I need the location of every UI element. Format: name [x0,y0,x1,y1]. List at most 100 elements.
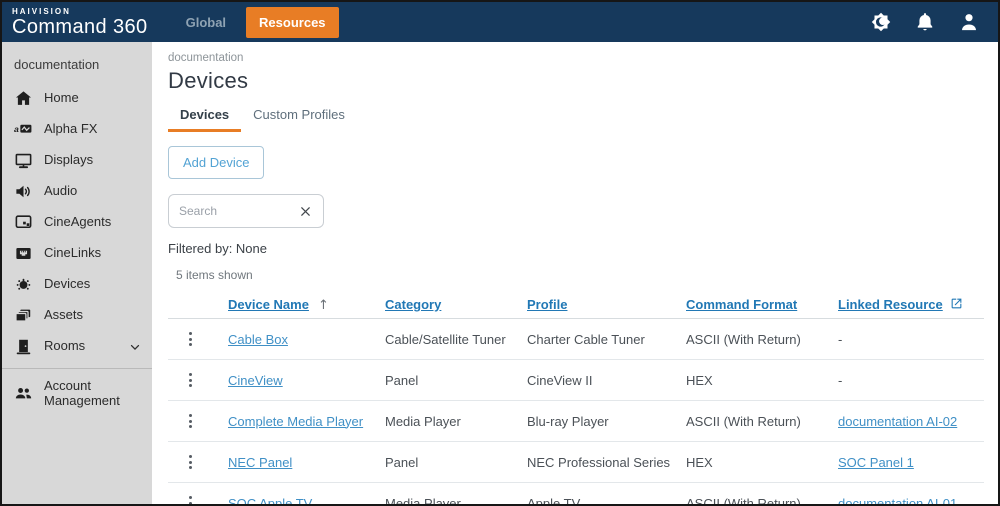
sort-ascending-icon: ↑ [317,297,329,313]
sort-command-format-link[interactable]: Command Format [686,297,798,312]
sidebar-item-account-management[interactable]: Account Management [2,374,152,414]
linked-resource-cell: - [838,372,843,388]
items-shown-label: 5 items shown [176,268,253,282]
profile-cell: Charter Cable Tuner [527,331,645,347]
sidebar-item-home[interactable]: Home [2,83,152,114]
row-menu-kebab-icon[interactable] [183,492,198,504]
sidebar-item-label: Home [44,90,79,106]
category-cell: Panel [385,372,419,388]
profile-cell: CineView II [527,372,593,388]
device-name-link[interactable]: Complete Media Player [228,413,364,429]
linked-resource-link[interactable]: SOC Panel 1 [838,454,914,470]
command-format-cell: HEX [686,372,713,388]
devices-table: Device Name ↑ Category Profile Command Fo… [168,291,984,504]
alpha-fx-icon: a [14,120,33,139]
devices-icon [14,275,33,294]
table-header-row: Device Name ↑ Category Profile Command Fo… [168,291,984,319]
linked-resource-link[interactable]: documentation AI-01 [838,495,958,505]
sidebar-item-cinelinks[interactable]: CineLinks [2,238,152,269]
profile-cell: Apple TV [527,495,581,505]
add-device-button[interactable]: Add Device [168,146,265,179]
device-name-link[interactable]: Cable Box [228,331,288,347]
top-bar: HAIVISION Command 360 Global Resources [2,2,998,42]
sort-linked-resource-link[interactable]: Linked Resource [838,297,943,312]
brand-name: HAIVISION [12,6,71,16]
sidebar-site-title: documentation [14,57,100,72]
category-cell: Cable/Satellite Tuner [385,331,506,347]
filtered-by-label: Filtered by: None [168,241,267,256]
door-icon [14,337,33,356]
command-format-cell: ASCII (With Return) [686,331,801,347]
sidebar-item-rooms[interactable]: Rooms [2,331,152,362]
sidebar-item-assets[interactable]: Assets [2,300,152,331]
tab-devices[interactable]: Devices [168,101,242,132]
tab-custom-profiles[interactable]: Custom Profiles [253,107,345,122]
product-name: Command 360 [12,15,148,38]
topnav-resources[interactable]: Resources [246,6,339,38]
cinelinks-icon [14,244,33,263]
sidebar-item-label: CineAgents [44,214,112,230]
external-link-icon [950,297,963,310]
device-name-link[interactable]: SOC Apple TV [228,495,313,505]
sidebar-item-cineagents[interactable]: CineAgents [2,207,152,238]
svg-text:a: a [14,124,19,134]
tab-bar: Devices Custom Profiles [168,101,984,132]
command-format-cell: ASCII (With Return) [686,413,801,429]
column-header-command-format: Command Format [686,297,838,312]
sidebar-item-label: Account Management [44,378,120,408]
sidebar-item-displays[interactable]: Displays [2,145,152,176]
sidebar-item-audio[interactable]: Audio [2,176,152,207]
profile-cell: Blu-ray Player [527,413,609,429]
table-row: SOC Apple TV Media Player Apple TV ASCII… [168,483,984,504]
command-format-cell: HEX [686,454,713,470]
sidebar-item-label: Alpha FX [44,121,98,137]
device-name-link[interactable]: CineView [228,372,283,388]
assets-icon [14,306,33,325]
sidebar-item-devices[interactable]: Devices [2,269,152,300]
topnav-global[interactable]: Global [185,14,227,30]
sidebar-item-alpha-fx[interactable]: a Alpha FX [2,114,152,145]
row-menu-kebab-icon[interactable] [183,328,198,350]
user-account-icon[interactable] [958,11,980,33]
sort-device-name-link[interactable]: Device Name [228,296,309,312]
notifications-bell-icon[interactable] [914,11,936,33]
topbar-icons [870,11,998,33]
table-row: NEC Panel Panel NEC Professional Series … [168,442,984,483]
row-menu-kebab-icon[interactable] [183,410,198,432]
clear-search-icon[interactable] [298,204,313,219]
sort-category-link[interactable]: Category [385,297,442,312]
sidebar-item-label: Displays [44,152,94,168]
home-icon [14,89,33,108]
sidebar-divider [2,368,152,369]
linked-resource-cell: - [838,331,843,347]
category-cell: Panel [385,454,419,470]
command-format-cell: ASCII (With Return) [686,495,801,505]
sidebar-item-label: Audio [44,183,78,199]
row-menu-kebab-icon[interactable] [183,451,198,473]
search-input[interactable] [179,204,298,218]
sidebar-item-label: Rooms [44,338,86,354]
chevron-down-icon[interactable] [128,340,142,354]
sidebar: documentation Home a Alpha FX Displays A… [2,42,152,504]
search-box [168,194,324,228]
device-name-link[interactable]: NEC Panel [228,454,293,470]
top-navigation: Global Resources [174,2,339,42]
people-icon [14,384,33,403]
brand-logo: HAIVISION Command 360 [2,6,162,38]
linked-resource-link[interactable]: documentation AI-02 [838,413,958,429]
page-title: Devices [168,68,249,93]
category-cell: Media Player [385,413,461,429]
column-header-linked-resource: Linked Resource [838,297,984,312]
row-menu-kebab-icon[interactable] [183,369,198,391]
body-wrapper: documentation Home a Alpha FX Displays A… [2,42,998,504]
speaker-icon [14,182,33,201]
theme-toggle-icon[interactable] [870,11,892,33]
table-row: Complete Media Player Media Player Blu-r… [168,401,984,442]
sidebar-item-label: Assets [44,307,84,323]
category-cell: Media Player [385,495,461,505]
sort-profile-link[interactable]: Profile [527,297,568,312]
sidebar-item-label: CineLinks [44,245,102,261]
column-header-category: Category [385,297,527,312]
cineagents-icon [14,213,33,232]
